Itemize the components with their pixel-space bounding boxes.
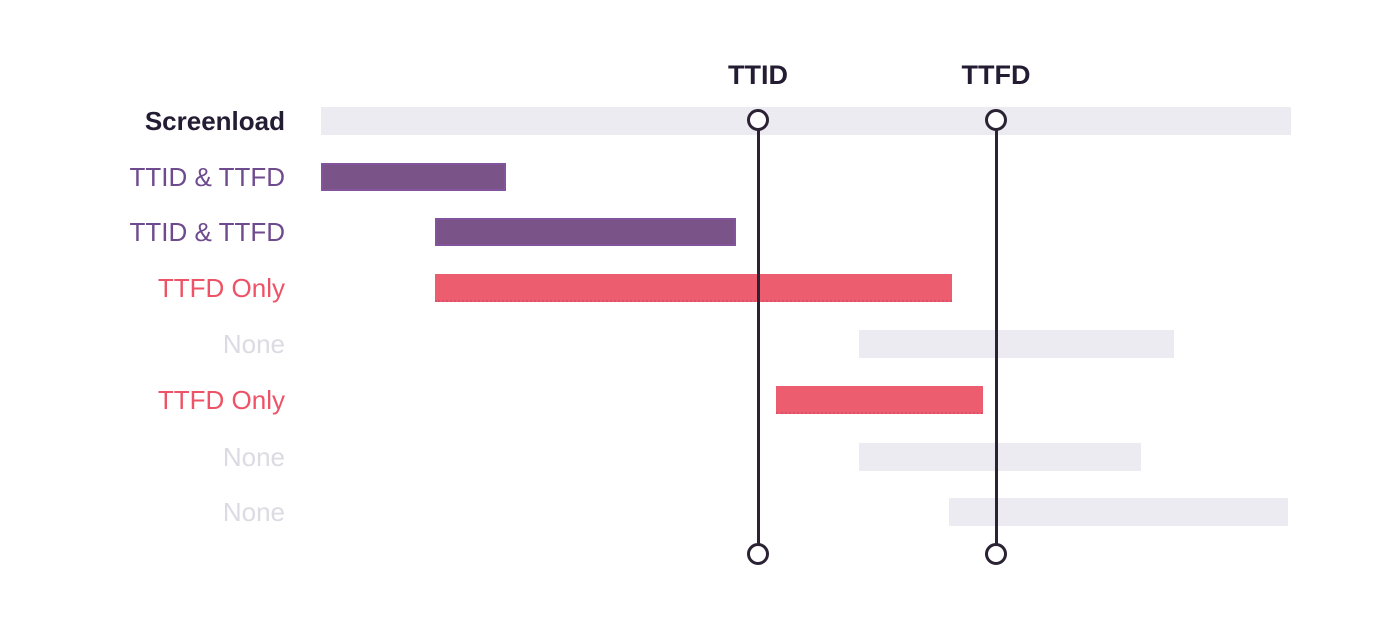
row-label: None bbox=[222, 442, 285, 472]
row-label: TTID & TTFD bbox=[129, 217, 285, 247]
marker-circle-top bbox=[985, 109, 1007, 131]
row-label: TTFD Only bbox=[157, 273, 285, 303]
row-label: Screenload bbox=[144, 106, 285, 136]
row-label: None bbox=[222, 497, 285, 527]
timeline-bar bbox=[435, 218, 736, 246]
marker-line bbox=[994, 120, 998, 554]
marker-circle-bottom bbox=[985, 543, 1007, 565]
timeline-bar bbox=[776, 386, 983, 414]
timeline-bar bbox=[859, 330, 1174, 358]
marker-label: TTFD bbox=[961, 60, 1031, 90]
marker-line bbox=[756, 120, 760, 554]
timeline-bar bbox=[321, 163, 506, 191]
marker-circle-bottom bbox=[747, 543, 769, 565]
marker-circle-top bbox=[747, 109, 769, 131]
row-label: TTFD Only bbox=[157, 385, 285, 415]
timeline-bar bbox=[949, 498, 1288, 526]
timeline-bar bbox=[435, 274, 952, 302]
timeline-bar bbox=[321, 107, 1291, 135]
row-label: None bbox=[222, 329, 285, 359]
row-label: TTID & TTFD bbox=[129, 162, 285, 192]
marker-label: TTID bbox=[728, 60, 788, 90]
timeline-bar bbox=[859, 443, 1141, 471]
